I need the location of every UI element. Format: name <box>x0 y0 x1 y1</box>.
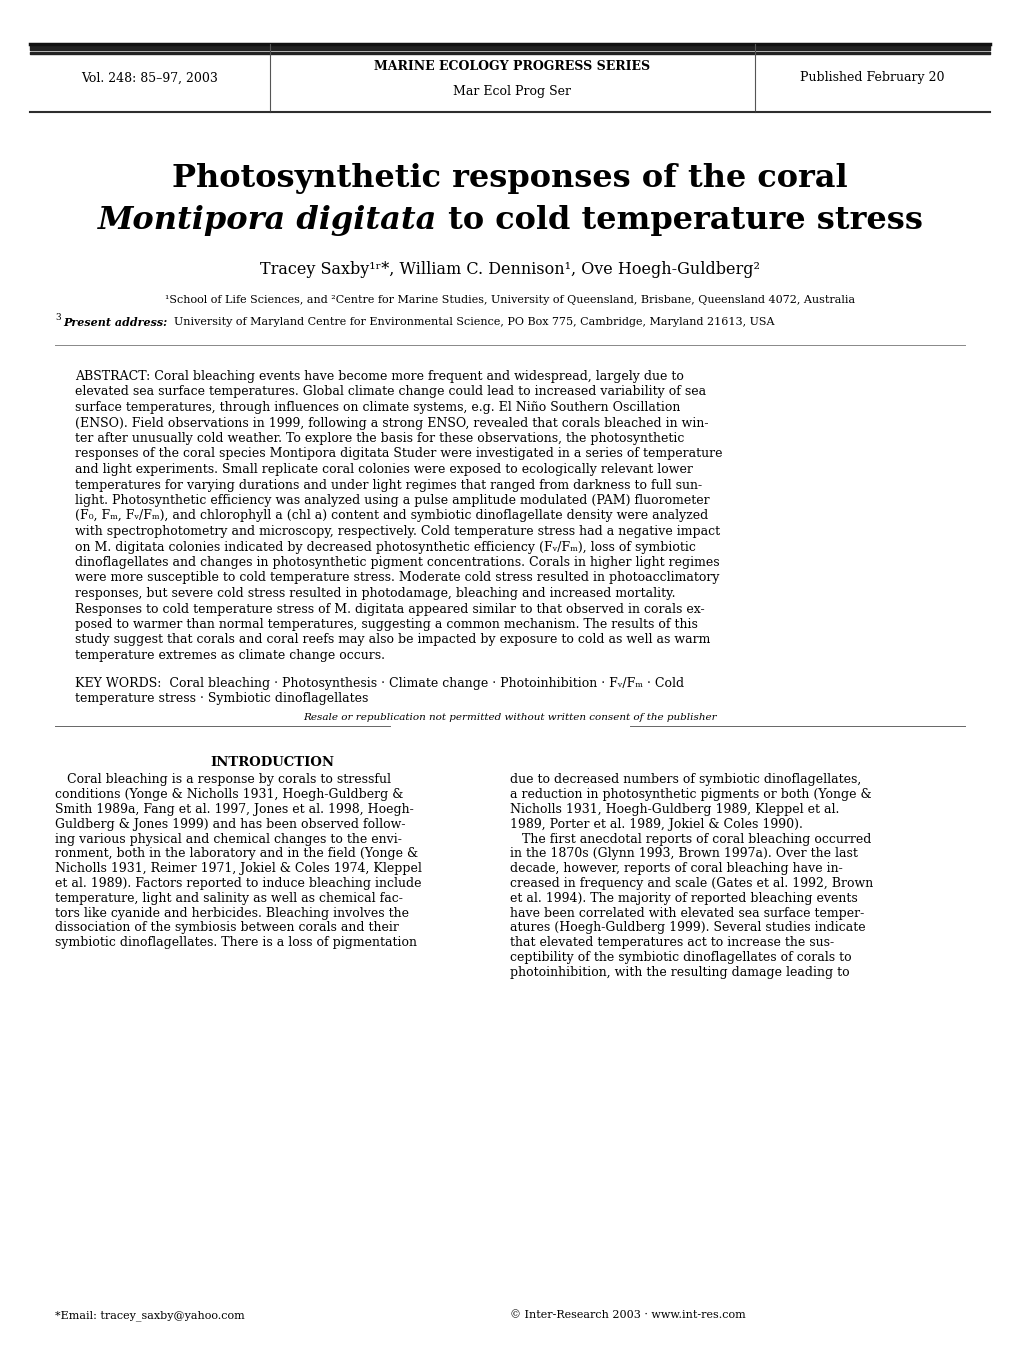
Text: temperature extremes as climate change occurs.: temperature extremes as climate change o… <box>75 650 384 662</box>
Text: Montipora digitata to cold temperature stress: Montipora digitata to cold temperature s… <box>98 204 921 235</box>
Text: Responses to cold temperature stress of M. digitata appeared similar to that obs: Responses to cold temperature stress of … <box>75 603 704 616</box>
Text: and light experiments. Small replicate coral colonies were exposed to ecological: and light experiments. Small replicate c… <box>75 463 692 476</box>
Text: temperature stress · Symbiotic dinoflagellates: temperature stress · Symbiotic dinoflage… <box>75 691 368 705</box>
Text: study suggest that corals and coral reefs may also be impacted by exposure to co: study suggest that corals and coral reef… <box>75 633 709 647</box>
Text: a reduction in photosynthetic pigments or both (Yonge &: a reduction in photosynthetic pigments o… <box>510 788 871 802</box>
Text: tors like cyanide and herbicides. Bleaching involves the: tors like cyanide and herbicides. Bleach… <box>55 907 409 920</box>
Text: 1989, Porter et al. 1989, Jokiel & Coles 1990).: 1989, Porter et al. 1989, Jokiel & Coles… <box>510 818 802 831</box>
Text: symbiotic dinoflagellates. There is a loss of pigmentation: symbiotic dinoflagellates. There is a lo… <box>55 936 417 950</box>
Text: Nicholls 1931, Reimer 1971, Jokiel & Coles 1974, Kleppel: Nicholls 1931, Reimer 1971, Jokiel & Col… <box>55 862 422 876</box>
Text: INTRODUCTION: INTRODUCTION <box>210 756 334 768</box>
Text: MARINE ECOLOGY PROGRESS SERIES: MARINE ECOLOGY PROGRESS SERIES <box>374 59 649 73</box>
Text: (ENSO). Field observations in 1999, following a strong ENSO, revealed that coral: (ENSO). Field observations in 1999, foll… <box>75 417 708 429</box>
Text: were more susceptible to cold temperature stress. Moderate cold stress resulted : were more susceptible to cold temperatur… <box>75 572 718 585</box>
Text: Resale or republication not permitted without written consent of the publisher: Resale or republication not permitted wi… <box>303 713 716 722</box>
Text: responses of the coral species Montipora digitata Studer were investigated in a : responses of the coral species Montipora… <box>75 448 721 460</box>
Text: Coral bleaching is a response by corals to stressful: Coral bleaching is a response by corals … <box>55 773 390 787</box>
Text: Mar Ecol Prog Ser: Mar Ecol Prog Ser <box>452 86 571 98</box>
Text: atures (Hoegh-Guldberg 1999). Several studies indicate: atures (Hoegh-Guldberg 1999). Several st… <box>510 921 865 935</box>
Text: decade, however, reports of coral bleaching have in-: decade, however, reports of coral bleach… <box>510 862 842 876</box>
Text: on M. digitata colonies indicated by decreased photosynthetic efficiency (Fᵥ/Fₘ): on M. digitata colonies indicated by dec… <box>75 541 695 554</box>
Text: dinoflagellates and changes in photosynthetic pigment concentrations. Corals in : dinoflagellates and changes in photosynt… <box>75 555 719 569</box>
Text: ronment, both in the laboratory and in the field (Yonge &: ronment, both in the laboratory and in t… <box>55 847 418 861</box>
Text: conditions (Yonge & Nicholls 1931, Hoegh-Guldberg &: conditions (Yonge & Nicholls 1931, Hoegh… <box>55 788 403 802</box>
Text: creased in frequency and scale (Gates et al. 1992, Brown: creased in frequency and scale (Gates et… <box>510 877 872 890</box>
Text: © Inter-Research 2003 · www.int-res.com: © Inter-Research 2003 · www.int-res.com <box>510 1310 745 1319</box>
Text: ceptibility of the symbiotic dinoflagellates of corals to: ceptibility of the symbiotic dinoflagell… <box>510 951 851 964</box>
Text: to cold temperature stress: to cold temperature stress <box>436 204 922 235</box>
Text: The first anecdotal reports of coral bleaching occurred: The first anecdotal reports of coral ble… <box>510 833 870 846</box>
Text: responses, but severe cold stress resulted in photodamage, bleaching and increas: responses, but severe cold stress result… <box>75 586 675 600</box>
Text: temperatures for varying durations and under light regimes that ranged from dark: temperatures for varying durations and u… <box>75 479 701 491</box>
Text: Montipora digitata: Montipora digitata <box>98 204 436 235</box>
Text: Tracey Saxby¹ʳ*, William C. Dennison¹, Ove Hoegh-Guldberg²: Tracey Saxby¹ʳ*, William C. Dennison¹, O… <box>260 261 759 278</box>
Text: Nicholls 1931, Hoegh-Guldberg 1989, Kleppel et al.: Nicholls 1931, Hoegh-Guldberg 1989, Klep… <box>510 803 839 816</box>
Text: light. Photosynthetic efficiency was analyzed using a pulse amplitude modulated : light. Photosynthetic efficiency was ana… <box>75 494 709 507</box>
Text: surface temperatures, through influences on climate systems, e.g. El Niño Southe: surface temperatures, through influences… <box>75 401 680 414</box>
Text: in the 1870s (Glynn 1993, Brown 1997a). Over the last: in the 1870s (Glynn 1993, Brown 1997a). … <box>510 847 857 861</box>
Text: due to decreased numbers of symbiotic dinoflagellates,: due to decreased numbers of symbiotic di… <box>510 773 860 787</box>
Text: that elevated temperatures act to increase the sus-: that elevated temperatures act to increa… <box>510 936 834 950</box>
Text: temperature, light and salinity as well as chemical fac-: temperature, light and salinity as well … <box>55 892 403 905</box>
Text: Vol. 248: 85–97, 2003: Vol. 248: 85–97, 2003 <box>82 71 218 85</box>
Text: Guldberg & Jones 1999) and has been observed follow-: Guldberg & Jones 1999) and has been obse… <box>55 818 406 831</box>
Text: *Email: tracey_saxby@yahoo.com: *Email: tracey_saxby@yahoo.com <box>55 1310 245 1321</box>
Text: posed to warmer than normal temperatures, suggesting a common mechanism. The res: posed to warmer than normal temperatures… <box>75 617 697 631</box>
Text: (F₀, Fₘ, Fᵥ/Fₘ), and chlorophyll a (chl a) content and symbiotic dinoflagellate : (F₀, Fₘ, Fᵥ/Fₘ), and chlorophyll a (chl … <box>75 510 707 522</box>
Text: dissociation of the symbiosis between corals and their: dissociation of the symbiosis between co… <box>55 921 398 935</box>
Text: photoinhibition, with the resulting damage leading to: photoinhibition, with the resulting dama… <box>510 966 849 979</box>
Text: ing various physical and chemical changes to the envi-: ing various physical and chemical change… <box>55 833 401 846</box>
Text: KEY WORDS:  Coral bleaching · Photosynthesis · Climate change · Photoinhibition : KEY WORDS: Coral bleaching · Photosynthe… <box>75 677 684 690</box>
Text: Present address:: Present address: <box>63 316 167 327</box>
Text: ¹School of Life Sciences, and ²Centre for Marine Studies, University of Queensla: ¹School of Life Sciences, and ²Centre fo… <box>165 295 854 305</box>
Text: Photosynthetic responses of the coral: Photosynthetic responses of the coral <box>172 163 847 194</box>
Text: ter after unusually cold weather. To explore the basis for these observations, t: ter after unusually cold weather. To exp… <box>75 432 684 445</box>
Text: 3: 3 <box>55 313 60 323</box>
Text: University of Maryland Centre for Environmental Science, PO Box 775, Cambridge, : University of Maryland Centre for Enviro… <box>167 317 774 327</box>
Text: Published February 20: Published February 20 <box>799 71 944 85</box>
Text: elevated sea surface temperatures. Global climate change could lead to increased: elevated sea surface temperatures. Globa… <box>75 386 705 398</box>
Text: ABSTRACT: Coral bleaching events have become more frequent and widespread, large: ABSTRACT: Coral bleaching events have be… <box>75 370 683 383</box>
Text: Smith 1989a, Fang et al. 1997, Jones et al. 1998, Hoegh-: Smith 1989a, Fang et al. 1997, Jones et … <box>55 803 414 816</box>
Text: et al. 1994). The majority of reported bleaching events: et al. 1994). The majority of reported b… <box>510 892 857 905</box>
Text: et al. 1989). Factors reported to induce bleaching include: et al. 1989). Factors reported to induce… <box>55 877 421 890</box>
Text: with spectrophotometry and microscopy, respectively. Cold temperature stress had: with spectrophotometry and microscopy, r… <box>75 525 719 538</box>
Text: have been correlated with elevated sea surface temper-: have been correlated with elevated sea s… <box>510 907 863 920</box>
